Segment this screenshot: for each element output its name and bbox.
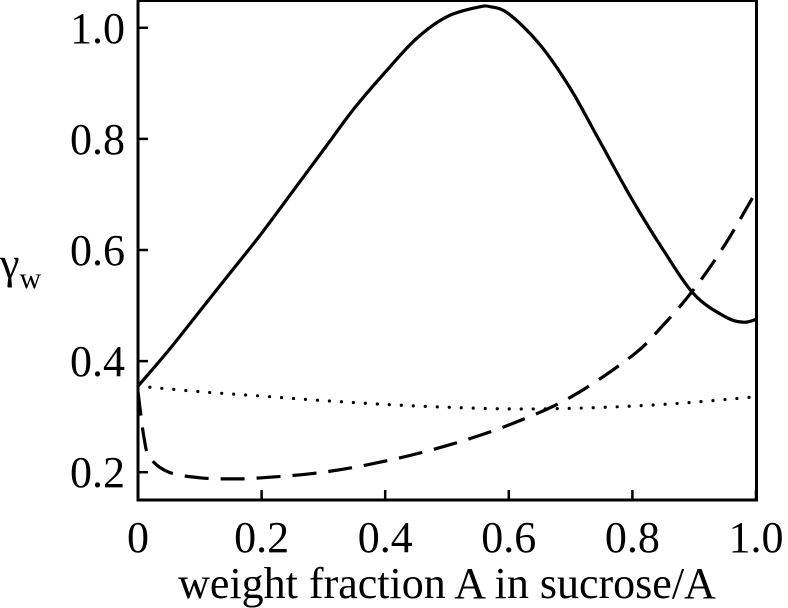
y-axis-label: γw [0, 239, 41, 295]
x-axis-label: weight fraction A in sucrose/A [178, 559, 716, 608]
series-line-dotted [136, 384, 758, 411]
x-tick-label: 0.2 [234, 513, 289, 562]
x-tick-label: 0 [127, 513, 149, 562]
ticks [136, 26, 758, 500]
x-tick-label: 0.8 [605, 513, 660, 562]
x-tick-label: 1.0 [729, 513, 784, 562]
y-tick-label: 0.6 [70, 226, 125, 275]
y-tick-label: 0.8 [70, 115, 125, 164]
x-tick-label: 0.6 [481, 513, 536, 562]
y-tick-label: 0.2 [70, 448, 125, 497]
x-tick-label: 0.4 [358, 513, 413, 562]
y-tick-label: 1.0 [70, 4, 125, 53]
y-axis-symbol: γ [0, 239, 19, 288]
series-line-dashed [136, 190, 758, 481]
y-tick-label: 0.4 [70, 337, 125, 386]
y-axis-subscript: w [19, 262, 41, 295]
series-line-solid [136, 4, 757, 388]
plot-frame [136, 0, 758, 502]
series-lines [136, 4, 758, 481]
tick-labels: 0 0.2 0.4 0.6 0.8 1.00.20.40.60.81.0 [70, 4, 784, 562]
